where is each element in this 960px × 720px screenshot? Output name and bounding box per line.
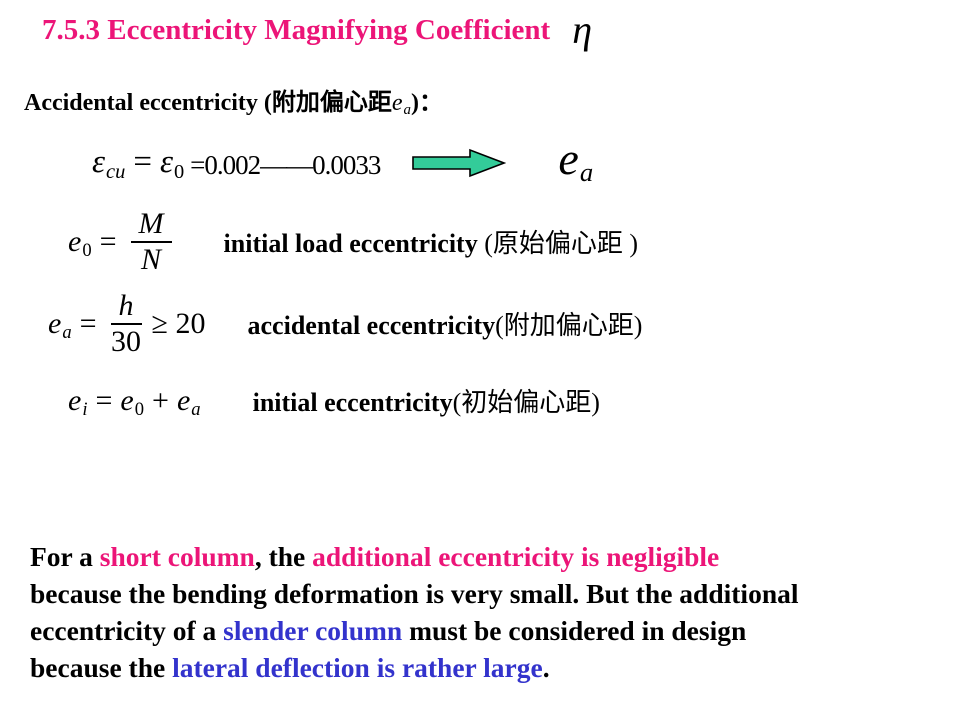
ea-label-chinese: (附加偏心距)	[495, 311, 643, 340]
ea-subscript: a	[62, 321, 72, 343]
title-row: 7.5.3 Eccentricity Magnifying Coefficien…	[42, 10, 592, 50]
strain-range-value: =0.002——0.0033	[190, 150, 381, 180]
subhead-english: Accidental eccentricity (	[24, 90, 272, 116]
equation-ei: ei = e0 + ea initial eccentricity(初始偏心距)	[68, 382, 600, 420]
ea-subscript: a	[191, 398, 201, 420]
ea-base: e	[176, 383, 191, 417]
ei-label-chinese: (初始偏心距)	[452, 388, 600, 417]
result-ea: ea	[558, 132, 594, 188]
text-segment: For a	[30, 541, 100, 572]
ei-subscript: i	[82, 398, 88, 420]
highlight-blue: lateral deflection is rather large	[172, 652, 543, 683]
ea-base: e	[48, 306, 62, 340]
subheading: Accidental eccentricity (附加偏心距ea)：	[24, 82, 443, 119]
equals-sign: =	[95, 383, 113, 417]
fraction-numerator: h	[110, 290, 142, 325]
e0-base: e	[120, 383, 134, 417]
epsilon-zero-subscript: 0	[173, 160, 185, 183]
highlight-pink: additional eccentricity is negligible	[312, 541, 720, 572]
paragraph-line: For a short column, the additional eccen…	[30, 538, 940, 575]
highlight-pink: short column	[99, 541, 255, 572]
e0-subscript: 0	[134, 398, 145, 420]
equation-strain: εcu = ε0 =0.002——0.0033 ea	[92, 133, 593, 189]
paragraph-line: eccentricity of a slender column must be…	[30, 612, 940, 649]
equals-sign: =	[133, 144, 152, 180]
fraction-denominator: N	[141, 242, 162, 276]
e0-label-chinese: (原始偏心距 )	[484, 229, 639, 258]
paragraph-line: because the lateral deflection is rather…	[30, 649, 940, 686]
plus-sign: +	[152, 383, 169, 417]
ea-label-english: accidental eccentricity	[247, 311, 496, 340]
text-segment: eccentricity of a	[30, 615, 224, 646]
ei-label-english: initial eccentricity	[252, 388, 453, 417]
subhead-suffix: )：	[410, 90, 443, 116]
subhead-variable: e	[391, 90, 403, 116]
ea-subscript: a	[579, 157, 594, 188]
right-arrow-icon	[412, 147, 507, 179]
text-segment: must be considered in design	[402, 615, 747, 646]
e0-label-english: initial load eccentricity	[223, 229, 485, 258]
title-eta-symbol: η	[572, 7, 593, 52]
e0-label: initial load eccentricity (原始偏心距 )	[224, 223, 639, 260]
epsilon-zero: ε	[159, 144, 173, 180]
equation-ea: ea = h 30 ≥ 20 accidental eccentricity(附…	[48, 290, 642, 357]
ea-label: accidental eccentricity(附加偏心距)	[248, 305, 643, 342]
fraction-denominator: 30	[111, 324, 142, 358]
e0-base: e	[68, 224, 82, 258]
epsilon-cu: ε	[92, 144, 106, 180]
ei-term-e0: e0	[120, 383, 145, 420]
highlight-blue: slender column	[223, 615, 403, 646]
ea-lhs: ea	[48, 306, 72, 343]
e0-subscript: 0	[82, 239, 92, 261]
equals-sign: =	[79, 306, 97, 340]
text-segment: , the	[254, 541, 313, 572]
e0-lhs: e0	[68, 224, 92, 261]
equation-strain-lhs: εcu = ε0	[92, 144, 185, 183]
body-paragraph: For a short column, the additional eccen…	[30, 538, 940, 686]
ei-label: initial eccentricity(初始偏心距)	[253, 382, 600, 419]
text-segment: because the	[30, 652, 173, 683]
equation-e0: e0 = M N initial load eccentricity (原始偏心…	[68, 208, 638, 275]
equals-sign: =	[99, 224, 117, 258]
geq-condition: ≥ 20	[151, 306, 206, 340]
text-segment: because the bending deformation is very …	[30, 578, 799, 609]
epsilon-cu-subscript: cu	[106, 160, 126, 183]
fraction-numerator: M	[130, 208, 172, 243]
text-segment: .	[542, 652, 550, 683]
ea-base: e	[558, 133, 579, 184]
fraction-M-over-N: M N	[130, 208, 172, 276]
ei-lhs: ei	[68, 383, 88, 420]
subhead-chinese: 附加偏心距	[271, 90, 392, 116]
page-title: 7.5.3 Eccentricity Magnifying Coefficien…	[42, 13, 551, 46]
paragraph-line: because the bending deformation is very …	[30, 575, 940, 612]
ei-base: e	[68, 383, 82, 417]
fraction-h-over-30: h 30	[110, 290, 142, 358]
subhead-variable-subscript: a	[403, 102, 411, 119]
ei-term-ea: ea	[176, 383, 201, 420]
